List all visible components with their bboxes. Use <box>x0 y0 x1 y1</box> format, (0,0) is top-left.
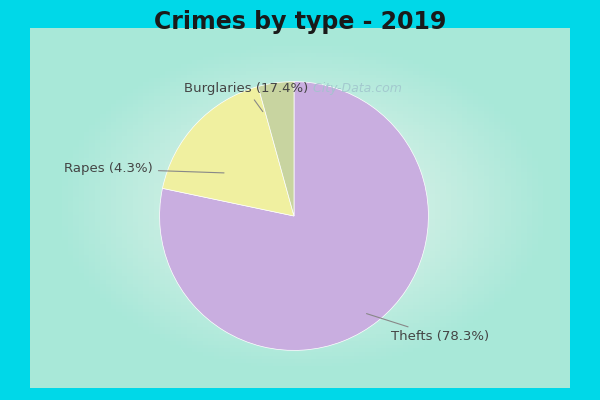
Text: City-Data.com: City-Data.com <box>305 82 401 95</box>
Text: Rapes (4.3%): Rapes (4.3%) <box>64 162 224 176</box>
Text: Crimes by type - 2019: Crimes by type - 2019 <box>154 10 446 34</box>
Text: Thefts (78.3%): Thefts (78.3%) <box>367 314 489 344</box>
Wedge shape <box>163 86 294 216</box>
Text: Burglaries (17.4%): Burglaries (17.4%) <box>184 82 308 112</box>
Wedge shape <box>160 82 428 350</box>
Wedge shape <box>258 82 294 216</box>
